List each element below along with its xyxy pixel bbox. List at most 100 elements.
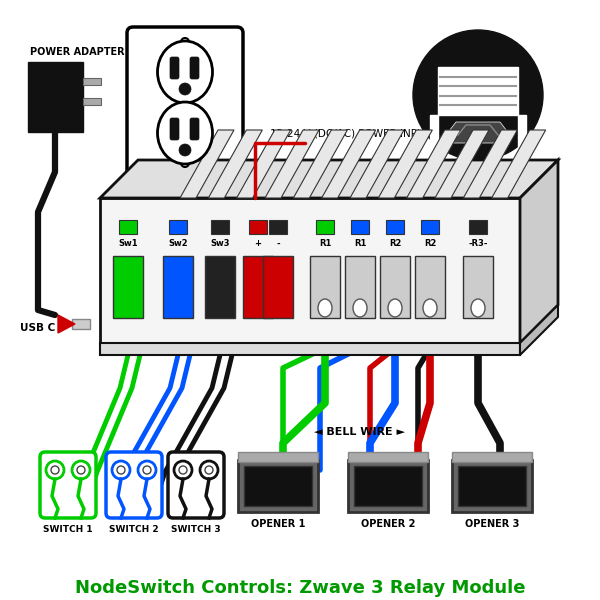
Text: R1: R1 (319, 239, 331, 248)
Text: +: + (254, 239, 262, 248)
Circle shape (77, 466, 85, 474)
Bar (119, 220, 137, 234)
Bar (452, 460, 532, 512)
Text: POWER ADAPTER: POWER ADAPTER (30, 47, 125, 57)
Ellipse shape (388, 299, 402, 317)
Circle shape (179, 83, 191, 95)
Bar (72, 319, 90, 329)
Bar (83, 78, 101, 85)
Circle shape (181, 38, 189, 46)
Circle shape (413, 30, 543, 160)
FancyBboxPatch shape (168, 452, 224, 518)
Text: 12-24 V (DC/AC) POWER INPUT: 12-24 V (DC/AC) POWER INPUT (270, 128, 431, 138)
Polygon shape (208, 130, 262, 198)
Bar (351, 220, 369, 234)
Polygon shape (463, 130, 517, 198)
FancyBboxPatch shape (106, 452, 162, 518)
FancyBboxPatch shape (170, 57, 179, 79)
Bar (113, 256, 143, 318)
Circle shape (179, 144, 191, 156)
Ellipse shape (157, 41, 212, 103)
Circle shape (179, 466, 187, 474)
Bar (28, 62, 83, 132)
Text: R2: R2 (389, 239, 401, 248)
Circle shape (112, 461, 130, 479)
FancyBboxPatch shape (190, 118, 199, 140)
Bar (380, 256, 410, 318)
Text: OPENER 2: OPENER 2 (361, 519, 415, 529)
Bar (263, 256, 293, 318)
Bar (269, 220, 287, 234)
Bar (421, 220, 439, 234)
Bar (415, 256, 445, 318)
Ellipse shape (157, 102, 212, 164)
Polygon shape (322, 130, 376, 198)
FancyBboxPatch shape (170, 118, 179, 140)
Polygon shape (407, 130, 461, 198)
Polygon shape (180, 130, 234, 198)
Bar (238, 460, 318, 512)
Circle shape (200, 461, 218, 479)
Bar (243, 256, 273, 318)
Text: OPENER 3: OPENER 3 (465, 519, 519, 529)
Polygon shape (520, 160, 558, 343)
Polygon shape (518, 115, 526, 152)
Text: Sw3: Sw3 (210, 239, 230, 248)
Circle shape (46, 461, 64, 479)
Circle shape (143, 466, 151, 474)
Bar (452, 452, 532, 462)
Text: -: - (276, 239, 280, 248)
Bar (458, 466, 526, 506)
Bar (83, 98, 101, 105)
Bar (205, 256, 235, 318)
Ellipse shape (318, 299, 332, 317)
Bar (469, 220, 487, 234)
Bar (100, 198, 520, 343)
Bar (310, 256, 340, 318)
Text: SWITCH 1: SWITCH 1 (43, 524, 93, 533)
Bar (438, 67, 518, 115)
Bar (354, 466, 422, 506)
Polygon shape (430, 115, 438, 152)
Polygon shape (491, 130, 545, 198)
Text: NodeSwitch Controls: Zwave 3 Relay Module: NodeSwitch Controls: Zwave 3 Relay Modul… (75, 579, 525, 597)
Polygon shape (379, 130, 433, 198)
Text: Sw1: Sw1 (118, 239, 138, 248)
Ellipse shape (423, 299, 437, 317)
Bar (100, 343, 520, 355)
FancyBboxPatch shape (127, 27, 243, 178)
Polygon shape (350, 130, 404, 198)
FancyBboxPatch shape (190, 57, 199, 79)
Bar (244, 466, 312, 506)
Text: SWITCH 2: SWITCH 2 (109, 524, 159, 533)
Bar (238, 452, 318, 462)
Text: OPENER 1: OPENER 1 (251, 519, 305, 529)
Bar (348, 452, 428, 462)
Text: Sw2: Sw2 (168, 239, 188, 248)
Bar (316, 220, 334, 234)
Bar (169, 220, 187, 234)
Polygon shape (446, 122, 510, 143)
Text: -R3-: -R3- (468, 239, 488, 248)
Bar (345, 256, 375, 318)
Circle shape (138, 461, 156, 479)
Bar (211, 220, 229, 234)
Text: ◄ BELL WIRE ►: ◄ BELL WIRE ► (314, 427, 406, 437)
Bar (463, 256, 493, 318)
Bar (249, 220, 267, 234)
Circle shape (174, 461, 192, 479)
Polygon shape (293, 130, 347, 198)
Circle shape (51, 466, 59, 474)
Text: R1: R1 (354, 239, 366, 248)
Polygon shape (58, 315, 75, 333)
Circle shape (72, 461, 90, 479)
Ellipse shape (471, 299, 485, 317)
Polygon shape (265, 130, 319, 198)
Polygon shape (100, 160, 558, 198)
Bar (386, 220, 404, 234)
Circle shape (205, 466, 213, 474)
Text: SWITCH 3: SWITCH 3 (171, 524, 221, 533)
Polygon shape (435, 130, 489, 198)
Bar (163, 256, 193, 318)
Circle shape (181, 159, 189, 167)
